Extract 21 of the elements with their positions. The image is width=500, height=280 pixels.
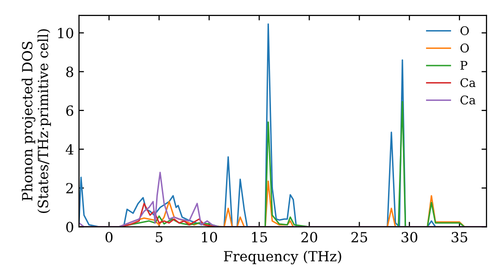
x-tick-label: 35 — [452, 232, 468, 242]
legend-label: Ca — [460, 78, 476, 88]
x-tick-label: 10 — [202, 232, 218, 242]
y-tick-label: 6 — [66, 105, 74, 116]
legend-label: O — [460, 26, 469, 36]
legend-label: P — [460, 61, 468, 70]
x-tick-label: 30 — [402, 232, 418, 242]
x-tick-label: 15 — [252, 232, 267, 242]
y-tick-label: 2 — [66, 182, 73, 194]
legend-label: O — [460, 44, 469, 52]
y-tick-label: 8 — [66, 66, 74, 78]
x-tick-label: 25 — [351, 232, 368, 242]
y-axis-title: Phonon projected DOS (States/THz·primitive cell) — [22, 29, 51, 213]
x-tick-label: 0 — [106, 232, 113, 242]
x-tick-label: 5 — [156, 232, 162, 242]
y-tick-label: 4 — [66, 144, 74, 154]
legend-label: Ca — [460, 96, 476, 104]
x-axis-title: Frequency (THz) — [224, 250, 342, 264]
x-tick-label: 20 — [301, 232, 318, 242]
y-tick-label: 0 — [66, 222, 74, 232]
y-tick-label: 10 — [58, 28, 74, 38]
